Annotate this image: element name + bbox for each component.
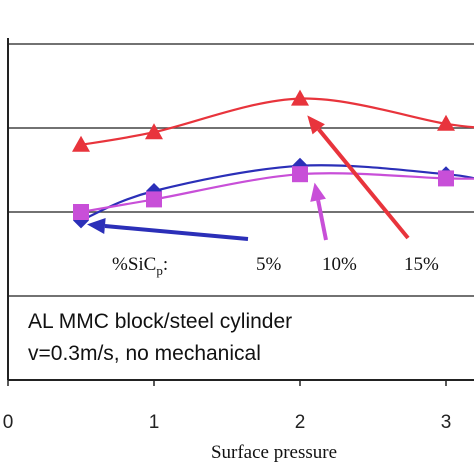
legend-title: %SiCp: bbox=[112, 254, 168, 278]
legend-label-15: 15% bbox=[404, 254, 439, 275]
series-line-10% bbox=[80, 172, 474, 214]
data-point bbox=[291, 89, 309, 106]
legend-label-5: 5% bbox=[256, 254, 282, 275]
legend-arrow-head bbox=[310, 182, 326, 202]
data-point bbox=[146, 191, 162, 208]
legend-arrow-shaft bbox=[317, 128, 410, 240]
legend-arrow-shaft bbox=[316, 199, 328, 241]
x-tick-label: 1 bbox=[149, 412, 160, 433]
data-point bbox=[145, 123, 163, 140]
x-tick-label: 3 bbox=[441, 412, 452, 433]
legend-arrow-head bbox=[307, 115, 325, 135]
series-layer bbox=[72, 89, 474, 229]
legend-arrow-shaft bbox=[104, 224, 249, 241]
data-point bbox=[437, 114, 455, 131]
x-ticks: 0 1 2 3 bbox=[3, 380, 452, 433]
series-line-15% bbox=[80, 97, 474, 146]
annotation-line-2: v=0.3m/s, no mechanical bbox=[28, 342, 261, 365]
legend-arrows bbox=[87, 115, 410, 241]
x-axis-label: Surface pressure bbox=[211, 442, 337, 463]
data-point bbox=[438, 170, 454, 187]
data-point bbox=[292, 166, 308, 183]
legend-label-10: 10% bbox=[322, 254, 357, 275]
x-tick-label: 2 bbox=[295, 412, 306, 433]
x-tick-label: 0 bbox=[3, 412, 14, 433]
data-point bbox=[73, 204, 89, 220]
legend-arrow-head bbox=[87, 218, 106, 234]
data-point bbox=[72, 135, 90, 152]
annotation-line-1: AL MMC block/steel cylinder bbox=[28, 310, 292, 333]
